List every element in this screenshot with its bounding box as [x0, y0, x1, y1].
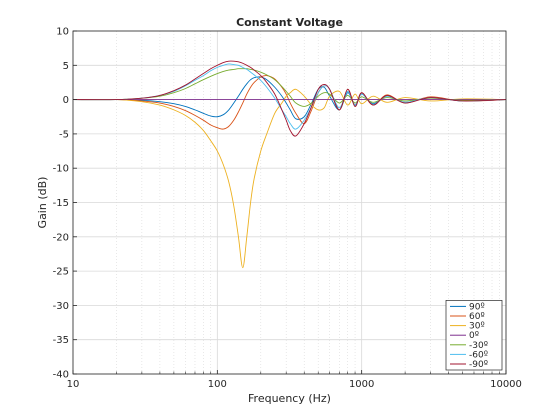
legend-label: 0º	[469, 331, 479, 341]
y-tick-label: -15	[53, 198, 69, 209]
legend-label: 30º	[469, 322, 485, 332]
series-lines	[72, 60, 507, 269]
y-tick-label: -10	[53, 164, 69, 175]
series-line-6	[72, 60, 507, 137]
y-axis-label: Gain (dB)	[36, 177, 49, 229]
y-tick-label: -5	[59, 129, 69, 140]
x-tick-label: 10000	[490, 379, 522, 390]
x-tick-label: 10	[67, 379, 80, 390]
x-axis-label: Frequency (Hz)	[248, 392, 331, 405]
y-tick-label: -30	[53, 301, 69, 312]
legend-label: -90º	[469, 360, 488, 370]
y-tick-label: 0	[63, 95, 69, 106]
y-tick-label: -20	[53, 232, 69, 243]
y-tick-label: 5	[63, 61, 69, 72]
y-tick-label: -25	[53, 267, 69, 278]
x-tick-label: 100	[208, 379, 227, 390]
legend-label: 60º	[469, 312, 485, 322]
y-tick-label: -40	[53, 370, 69, 381]
ticks: 10 100 1000 10000 -40 -35 -30 -25 -20 -15 -10 -5 0 5 1…	[53, 27, 522, 391]
chart-title: Constant Voltage	[236, 16, 343, 29]
x-tick-label: 1000	[349, 379, 374, 390]
legend-label: -60º	[469, 350, 488, 360]
y-tick-label: 10	[56, 27, 69, 38]
legend-label: -30º	[469, 341, 488, 351]
y-tick-label: -35	[53, 335, 69, 346]
legend-label: 90º	[469, 302, 485, 312]
